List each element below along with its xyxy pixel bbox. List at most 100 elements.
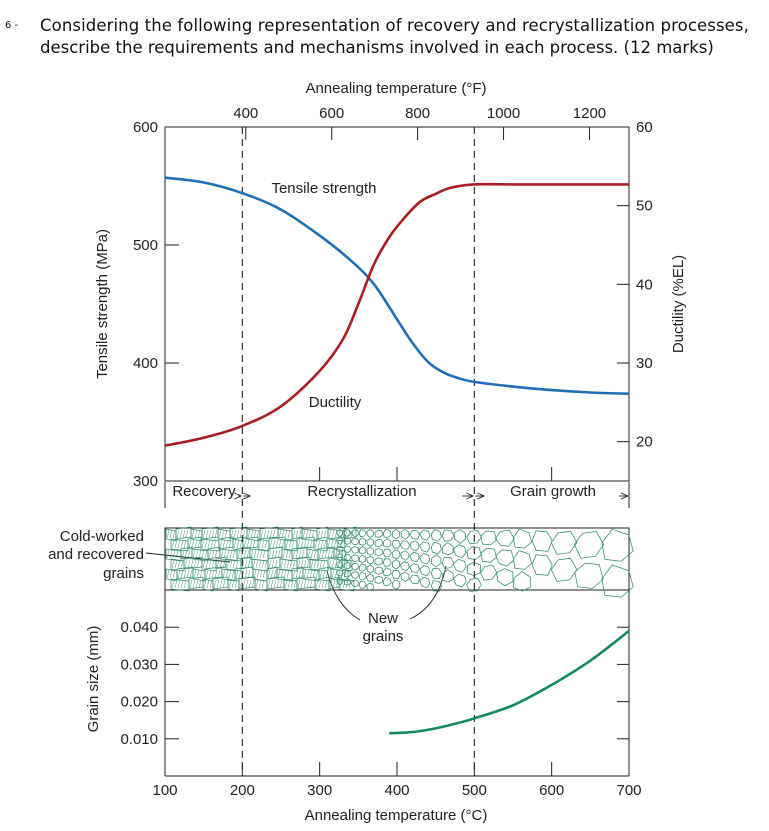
slip-line <box>345 559 349 569</box>
annotation-ductility: Ductility <box>309 394 362 411</box>
slip-line <box>209 579 213 589</box>
recrystallized-grain <box>466 546 482 560</box>
slip-line <box>260 529 264 539</box>
recrystallized-grain <box>430 529 442 542</box>
slip-line <box>218 529 222 539</box>
slip-line <box>297 559 301 569</box>
recrystallized-grain <box>452 544 467 559</box>
slip-line <box>169 549 173 559</box>
recrystallized-grain <box>391 549 401 560</box>
slip-line <box>255 579 259 589</box>
slip-line <box>211 529 215 539</box>
slip-line <box>319 569 323 579</box>
slip-line <box>287 529 291 539</box>
recrystallized-grain <box>430 541 442 555</box>
slip-line <box>262 569 266 579</box>
recrystallization-arrow-start-head <box>243 492 251 500</box>
recrystallized-grain <box>441 556 455 569</box>
recrystallized-grain <box>336 577 344 586</box>
slip-line <box>199 569 203 579</box>
recrystallized-grain <box>366 564 374 574</box>
slip-line <box>286 569 290 579</box>
cold-worked-grain <box>170 538 189 552</box>
recrystallized-grain <box>574 562 604 589</box>
slip-line <box>276 579 280 589</box>
cold-worked-label-2: and recovered <box>48 546 144 563</box>
slip-line <box>327 549 331 559</box>
slip-line <box>291 539 295 549</box>
slip-line <box>300 539 304 549</box>
slip-line <box>183 569 187 579</box>
slip-line <box>289 559 293 569</box>
cold-worked-grain <box>302 568 320 582</box>
recrystallized-grain <box>419 565 431 577</box>
slip-line <box>222 579 226 589</box>
slip-line <box>245 579 249 589</box>
slip-line <box>239 579 243 589</box>
slip-line <box>195 549 199 559</box>
slip-line <box>300 579 304 589</box>
slip-line <box>269 529 273 539</box>
recrystallized-grain <box>382 548 392 558</box>
slip-line <box>287 579 291 589</box>
slip-line <box>298 549 302 559</box>
slip-line <box>172 549 176 559</box>
slip-line <box>194 539 198 549</box>
recrystallized-grain <box>374 548 383 557</box>
slip-line <box>166 529 170 539</box>
slip-line <box>256 529 260 539</box>
slip-line <box>204 549 208 559</box>
slip-line <box>172 529 176 539</box>
slip-line <box>193 559 197 569</box>
slip-line <box>325 569 329 579</box>
slip-line <box>262 549 266 559</box>
slip-line <box>191 529 195 539</box>
slip-line <box>340 569 344 579</box>
slip-line <box>230 529 234 539</box>
slip-line <box>210 539 214 549</box>
recrystallized-grain <box>399 561 410 572</box>
slip-line <box>180 539 184 549</box>
recrystallized-grain <box>409 529 420 540</box>
region-arrows <box>164 482 630 508</box>
cold-worked-grain <box>313 538 328 552</box>
slip-line <box>193 569 197 579</box>
slip-line <box>201 539 205 549</box>
recrystallized-grain <box>391 528 401 540</box>
recrystallized-grain <box>382 567 392 577</box>
slip-line <box>253 549 257 559</box>
slip-line <box>177 579 181 589</box>
slip-line <box>239 539 243 549</box>
slip-line <box>229 559 233 569</box>
recrystallized-grain <box>442 569 454 583</box>
slip-line <box>228 579 232 589</box>
slip-line <box>228 569 232 579</box>
recrystallized-grain <box>496 568 514 587</box>
cold-worked-grain <box>227 578 240 592</box>
slip-line <box>242 579 246 589</box>
slip-line <box>174 539 178 549</box>
recrystallized-grain <box>366 546 374 556</box>
slip-line <box>244 559 248 569</box>
slip-line <box>206 579 210 589</box>
bottom-tick-label-700: 700 <box>616 782 641 799</box>
recrystallized-grain <box>350 571 360 579</box>
cold-worked-grain <box>201 558 217 572</box>
recrystallized-grain <box>409 574 420 585</box>
recrystallized-grain <box>374 575 383 585</box>
slip-line <box>183 539 187 549</box>
slip-line <box>246 539 250 549</box>
bottom-tick-label-500: 500 <box>462 782 487 799</box>
slip-line <box>331 569 335 579</box>
slip-line <box>183 579 187 589</box>
slip-line <box>222 559 226 569</box>
slip-line <box>337 569 341 579</box>
recrystallized-grain <box>466 529 482 545</box>
slip-line <box>321 579 325 589</box>
top-tick-label-600: 600 <box>319 105 344 122</box>
slip-line <box>316 559 320 569</box>
recrystallized-grain <box>382 528 392 538</box>
micrograph-strip <box>165 526 634 598</box>
slip-line <box>277 569 281 579</box>
cold-worked-grain <box>277 528 293 542</box>
